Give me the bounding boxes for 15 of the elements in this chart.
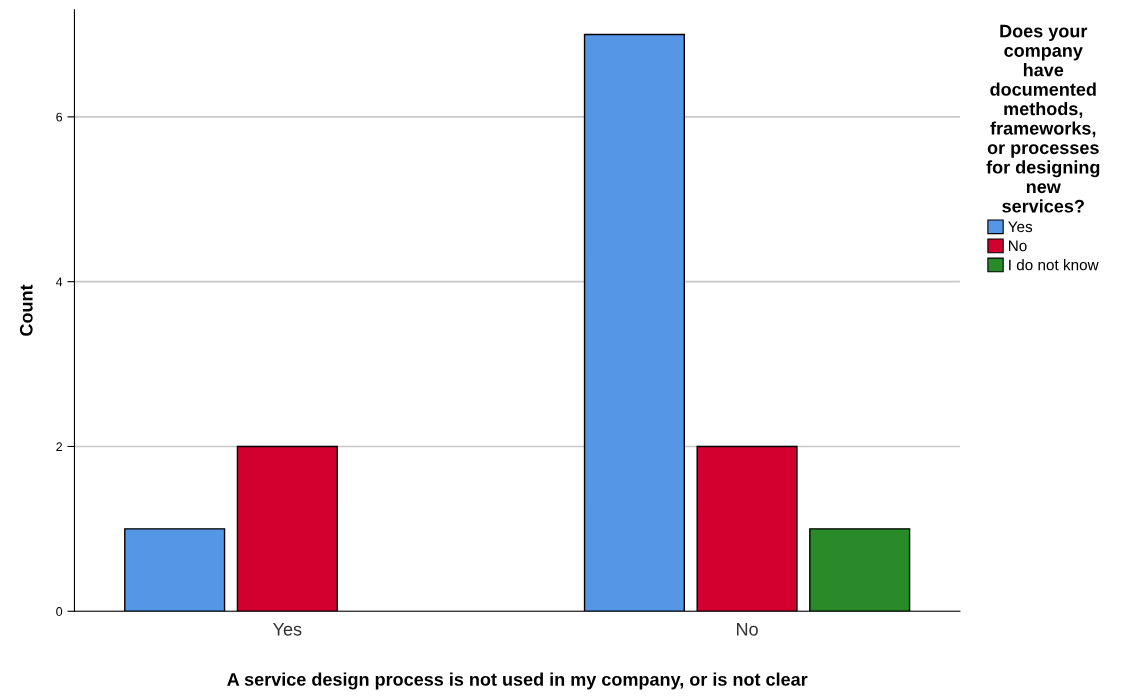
x-axis-title: A service design process is not used in my company, or is not clear [227, 672, 808, 690]
y-axis-title: Count [19, 284, 33, 336]
y-tick-label: 6 [56, 112, 63, 122]
y-tick-label: 0 [56, 607, 63, 616]
bar [696, 445, 798, 612]
y-tick-label: 2 [56, 442, 63, 451]
bar [236, 445, 338, 612]
text: Does your company have documented methods, frameworks, or processes for designing new services? [986, 24, 1100, 213]
legend-label: No [1009, 240, 1027, 252]
y-tick-label: 4 [55, 277, 63, 287]
bar [124, 528, 226, 612]
legend-label: Yes [1008, 221, 1033, 233]
bar [583, 33, 686, 612]
bar [809, 528, 911, 612]
legend-label: I do not know [1009, 259, 1099, 271]
